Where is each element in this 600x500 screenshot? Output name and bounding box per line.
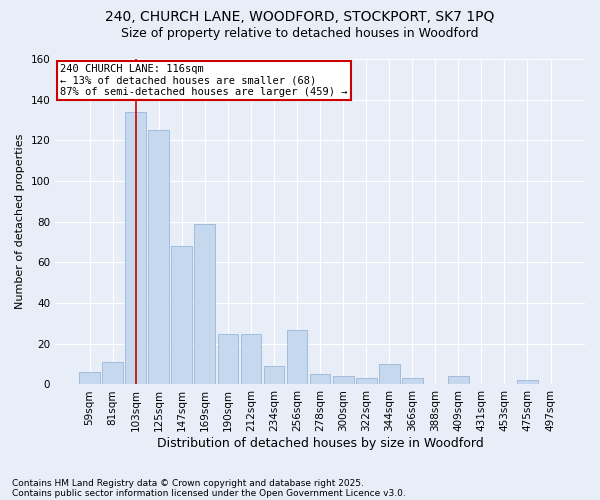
Bar [148,130,169,384]
Bar [125,112,146,384]
Bar [356,378,377,384]
Y-axis label: Number of detached properties: Number of detached properties [15,134,25,310]
Bar [241,334,262,384]
Bar [194,224,215,384]
Text: Contains HM Land Registry data © Crown copyright and database right 2025.: Contains HM Land Registry data © Crown c… [12,478,364,488]
Bar [448,376,469,384]
Bar [402,378,422,384]
Bar [310,374,331,384]
X-axis label: Distribution of detached houses by size in Woodford: Distribution of detached houses by size … [157,437,484,450]
Bar [517,380,538,384]
Text: Size of property relative to detached houses in Woodford: Size of property relative to detached ho… [121,28,479,40]
Bar [218,334,238,384]
Text: 240 CHURCH LANE: 116sqm
← 13% of detached houses are smaller (68)
87% of semi-de: 240 CHURCH LANE: 116sqm ← 13% of detache… [61,64,348,97]
Bar [102,362,123,384]
Bar [333,376,353,384]
Bar [172,246,192,384]
Bar [79,372,100,384]
Bar [379,364,400,384]
Bar [287,330,307,384]
Text: Contains public sector information licensed under the Open Government Licence v3: Contains public sector information licen… [12,488,406,498]
Text: 240, CHURCH LANE, WOODFORD, STOCKPORT, SK7 1PQ: 240, CHURCH LANE, WOODFORD, STOCKPORT, S… [106,10,494,24]
Bar [263,366,284,384]
